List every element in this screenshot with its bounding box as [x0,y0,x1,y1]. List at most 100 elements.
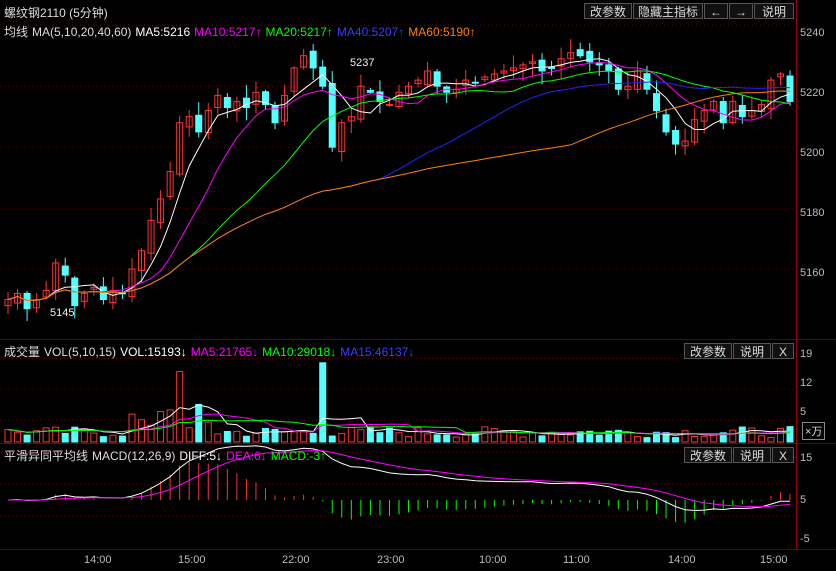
vol-close-icon[interactable]: X [772,343,794,359]
volume-pane: 成交量 VOL(5,10,15) VOL:15193↓ MA5:21765↓ MA10:… [0,340,836,444]
price-tick-2: 5200 [800,147,825,159]
volume-bar [586,430,594,443]
macd-diff-line [7,445,790,512]
macd-dea-line [7,450,791,508]
macd-close-icon[interactable]: X [772,447,794,463]
candle-body [624,85,632,91]
volume-bar [405,436,413,443]
candle-body [300,55,308,68]
candle-body [233,100,241,112]
price-pane: 螺纹钢2110 (5分钟) 均线 MA(5,10,20,40,60) MA5:521… [0,0,836,340]
candle-body [176,122,184,175]
candle-body [767,79,775,110]
help-button[interactable]: 说明 [754,3,794,19]
vol-params-button[interactable]: 改参数 [684,343,732,359]
vol-unit-label: ×万 [802,422,826,440]
macd-dea: DEA:6↓ [226,449,267,463]
macd-help-button[interactable]: 说明 [733,447,771,463]
candle-body [347,116,355,122]
time-label-0: 14:00 [84,554,112,566]
candle-body [672,129,680,145]
volume-bar [786,426,794,443]
candle-body [366,89,374,93]
ma10-value: MA10:5217↑ [194,25,262,39]
price-tick-1: 5220 [800,87,825,99]
volume-bar [452,436,460,443]
candle-body [185,116,193,128]
ma40-line [7,81,791,302]
volume-bar [195,403,203,443]
volume-bar [223,430,231,443]
candle-body [414,79,422,85]
candle-body [424,70,432,86]
volume-bar [424,433,432,443]
macd-label: 平滑异同平均线 [4,449,89,463]
volume-bar [376,432,384,443]
candle-body [700,110,708,122]
volume-bar [23,434,31,443]
vol-tick-2: 5 [800,406,807,418]
volume-bar [557,433,565,443]
candle-body [471,81,479,84]
candle-body [138,250,146,271]
volume-bar [509,431,517,443]
volume-bar [729,429,737,443]
candle-body [529,61,537,64]
volume-bar [414,427,422,443]
volume-bar [672,437,680,443]
price-tick-0: 5240 [800,27,825,39]
candle-body [385,103,393,106]
params-button[interactable]: 改参数 [584,3,632,19]
volume-bar [385,427,393,443]
low-price-label: 5145 [50,307,75,319]
candle-body [586,50,594,63]
vol-label: 成交量 [4,345,41,359]
volume-bar [662,432,670,443]
candle-body [500,70,508,74]
hide-main-indicator-button[interactable]: 隐藏主指标 [633,3,703,19]
volume-bar [681,430,689,443]
macd-tick-1: 5 [800,494,807,506]
instrument-title: 螺纹钢2110 (5分钟) [4,6,108,20]
candle-body [4,299,12,307]
candle-body [157,198,165,224]
price-tick-4: 5160 [800,267,825,279]
vol-help-button[interactable]: 说明 [733,343,771,359]
candle-body [786,75,794,102]
candle-body [33,299,41,309]
volume-bar [643,437,651,443]
volume-bar [290,431,298,443]
time-label-4: 10:00 [479,554,507,566]
volume-bar [309,432,317,443]
volume-bar [357,428,365,443]
candle-body [52,262,60,291]
candle-body [405,85,413,95]
candle-body [719,101,727,124]
volume-bar [300,430,308,443]
prev-arrow-icon[interactable]: ← [704,3,728,19]
volume-bar [605,430,613,443]
macd-chart [0,445,797,523]
volume-bar [261,428,269,443]
macd-params-button[interactable]: 改参数 [684,447,732,463]
candle-body [509,67,517,72]
next-arrow-icon[interactable]: → [729,3,753,19]
volume-bar [700,436,708,443]
candle-body [519,64,527,70]
ma20-value: MA20:5217↑ [265,25,333,39]
time-label-6: 14:00 [668,554,696,566]
volume-bar [490,428,498,443]
volume-bar [271,428,279,443]
macd-pane: 平滑异同平均线 MACD(12,26,9) DIFF:5↓ DEA:6↓ MACD:-3… [0,444,836,550]
volume-bar [366,426,374,443]
candle-body [681,140,689,147]
price-chart [0,24,797,321]
candle-body [576,49,584,57]
volume-bar [147,424,155,443]
vol-params: VOL(5,10,15) [44,345,117,359]
candle-body [23,292,31,310]
volume-bar [347,426,355,443]
time-axis: 14:00 15:00 22:00 23:00 10:00 11:00 14:0… [0,550,836,571]
ma10-line [7,62,791,302]
candle-body [691,119,699,143]
